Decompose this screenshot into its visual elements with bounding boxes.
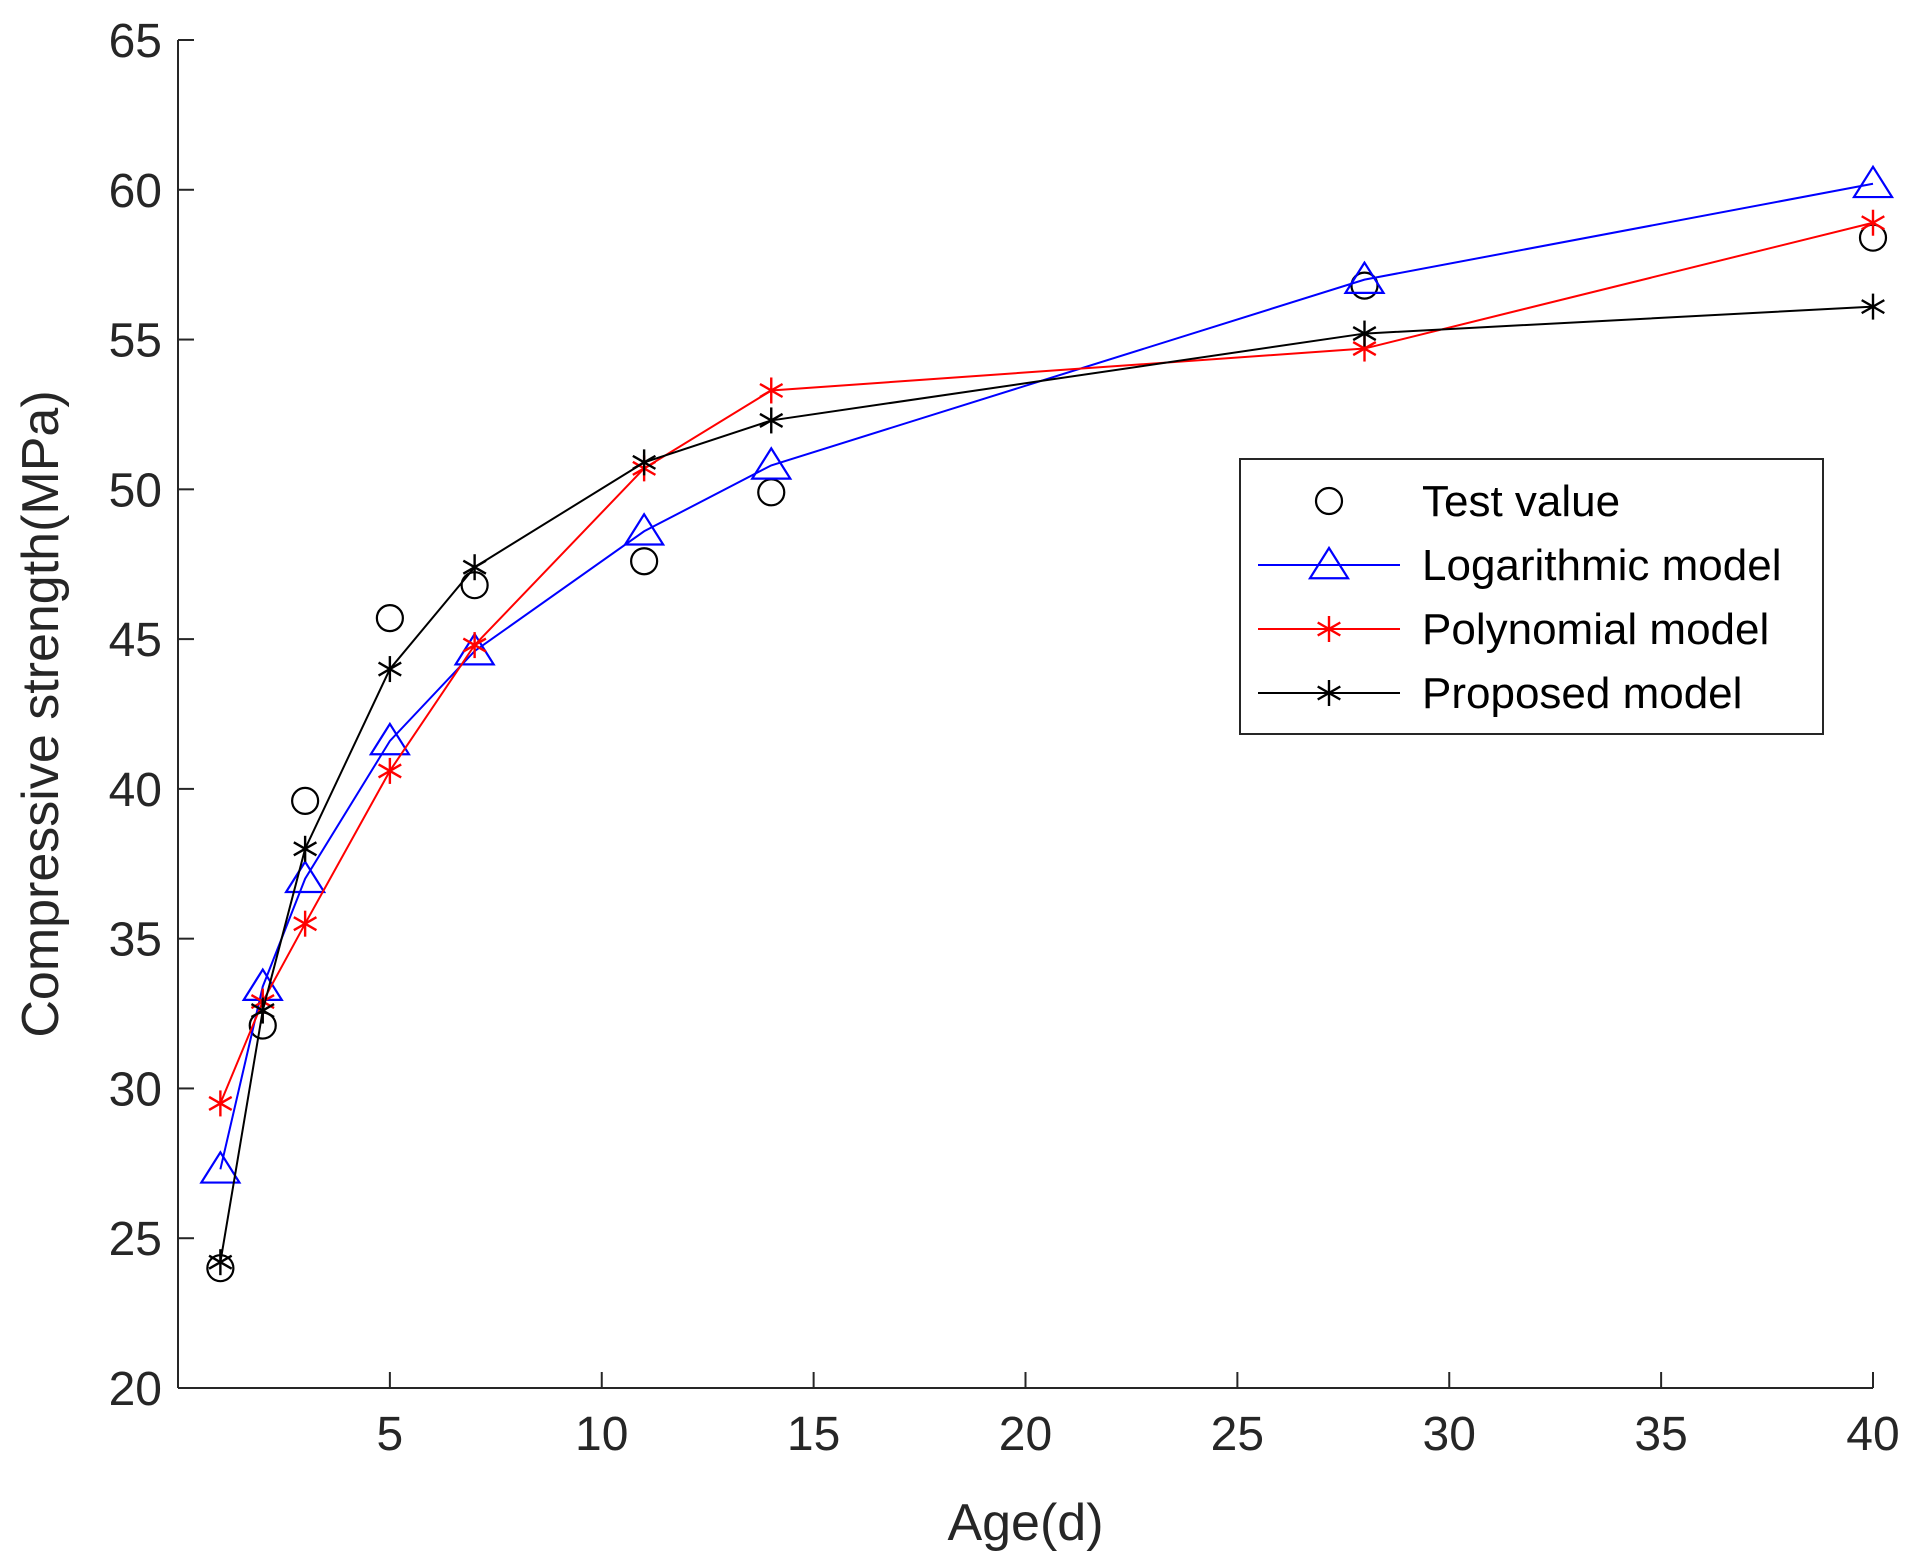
data-point <box>377 656 402 683</box>
legend-entry: Logarithmic model <box>1258 541 1782 590</box>
y-tick-label: 35 <box>109 914 162 967</box>
x-axis-label: Age(d) <box>947 1494 1103 1552</box>
y-tick-label: 30 <box>109 1063 162 1116</box>
series-proposed-model <box>208 293 1885 1276</box>
legend-entry: Proposed model <box>1258 669 1742 718</box>
data-point <box>250 997 275 1024</box>
x-tick-label: 30 <box>1423 1408 1476 1461</box>
data-point <box>208 1090 233 1117</box>
data-point <box>291 786 320 815</box>
asterisk-stroke <box>462 559 487 575</box>
data-point <box>759 407 784 434</box>
asterisk-stroke <box>377 661 402 677</box>
data-point <box>368 721 411 756</box>
data-point <box>632 449 657 476</box>
asterisk-stroke <box>1317 685 1341 701</box>
asterisk-stroke <box>1861 215 1885 231</box>
data-point <box>208 1249 233 1276</box>
data-point <box>293 910 318 937</box>
asterisk-stroke <box>208 1095 233 1111</box>
legend-entry: Test value <box>1314 477 1620 526</box>
legend: Test value Logarithmic model Polynomial mo… <box>1239 458 1824 735</box>
x-tick-label: 25 <box>1211 1408 1264 1461</box>
x-tick-label: 10 <box>575 1408 628 1461</box>
plot-area <box>199 164 1895 1283</box>
x-tick-label: 15 <box>787 1408 840 1461</box>
y-tick-label: 65 <box>109 15 162 68</box>
asterisk-stroke <box>1352 326 1377 342</box>
legend-marker <box>1314 486 1344 516</box>
legend-entry: Polynomial model <box>1258 605 1769 654</box>
asterisk-stroke <box>759 382 784 399</box>
y-tick-label: 45 <box>109 614 162 667</box>
y-tick-label: 25 <box>109 1213 162 1266</box>
data-point <box>375 604 404 633</box>
asterisk-stroke <box>632 454 657 470</box>
data-point <box>377 757 402 784</box>
y-tick-label: 20 <box>109 1363 162 1416</box>
legend-marker <box>1307 545 1351 580</box>
y-tick-label: 50 <box>109 464 162 517</box>
data-point <box>630 547 659 576</box>
asterisk-stroke <box>208 1254 233 1270</box>
x-tick-label: 5 <box>377 1408 404 1461</box>
data-point <box>1861 293 1885 320</box>
legend-label: Polynomial model <box>1422 605 1769 654</box>
axes: 5 10 15 20 25 30 35 40 20 25 30 35 40 45 50 55 60 65 <box>109 15 1900 1461</box>
data-point <box>1861 209 1885 236</box>
data-point <box>199 1150 242 1184</box>
x-tick-label: 35 <box>1634 1408 1687 1461</box>
data-point <box>462 554 487 581</box>
data-point <box>1343 260 1386 295</box>
data-point <box>759 377 784 404</box>
legend-label: Logarithmic model <box>1422 541 1782 590</box>
data-point <box>1350 271 1379 300</box>
asterisk-stroke <box>1352 341 1377 357</box>
asterisk-stroke <box>250 1003 275 1019</box>
x-tick-label: 40 <box>1846 1408 1899 1461</box>
legend-marker <box>1317 616 1341 642</box>
y-tick-label: 60 <box>109 165 162 218</box>
legend-label: Proposed model <box>1422 669 1742 718</box>
asterisk-stroke <box>759 412 784 428</box>
asterisk-stroke <box>293 841 318 857</box>
y-tick-label: 40 <box>109 764 162 817</box>
data-point <box>293 835 318 862</box>
asterisk-stroke <box>462 637 487 653</box>
data-point <box>1352 320 1377 347</box>
asterisk-stroke <box>1861 299 1885 315</box>
asterisk-stroke <box>1317 621 1341 637</box>
data-point <box>1851 164 1895 199</box>
y-tick-label: 55 <box>109 315 162 368</box>
x-tick-label: 20 <box>999 1408 1052 1461</box>
y-axis-label: Compressive strength(MPa) <box>12 390 70 1037</box>
data-point <box>750 446 793 480</box>
data-point <box>284 859 327 894</box>
legend-label: Test value <box>1422 477 1620 526</box>
legend-marker <box>1317 680 1341 706</box>
data-point <box>462 632 487 659</box>
data-point <box>623 512 666 546</box>
asterisk-stroke <box>293 916 318 932</box>
asterisk-stroke <box>377 763 402 779</box>
